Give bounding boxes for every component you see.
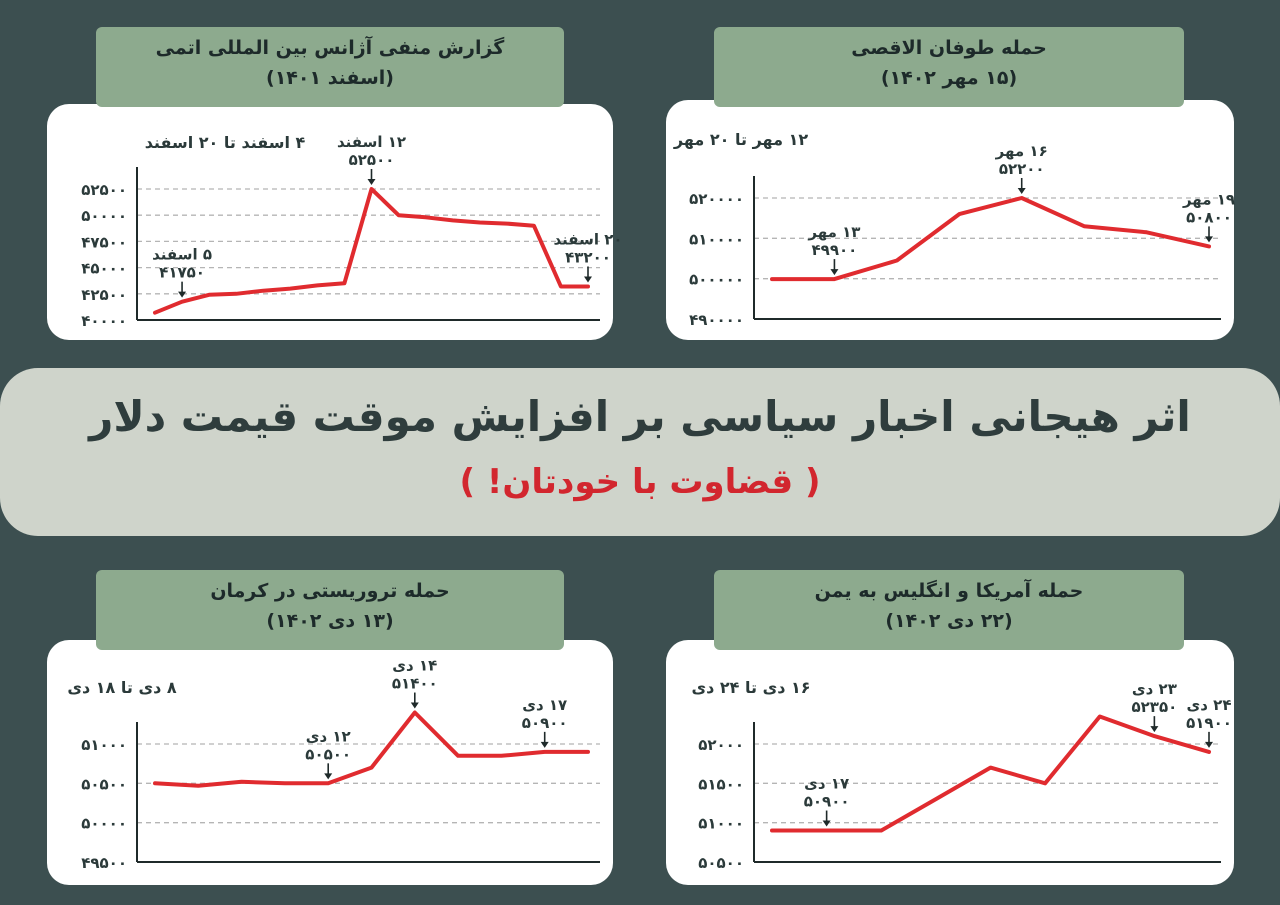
annotation-arrowhead (178, 291, 187, 298)
annotation-arrowhead (584, 276, 592, 283)
y-tick-label: ۴۹۵۰۰ (81, 854, 127, 872)
series-line (153, 710, 590, 788)
annotation-value: ۵۲۲۰۰ (999, 160, 1045, 178)
y-tick-label: ۴۰۰۰۰ (81, 312, 127, 330)
annotation-date: ۱۷ دی (804, 775, 849, 793)
annotation-arrowhead (410, 702, 419, 709)
annotation-date: ۱۴ دی (392, 657, 437, 675)
annotation-date: ۱۶ مهر (995, 142, 1048, 160)
annotation-arrowhead (830, 269, 839, 276)
y-tick-label: ۵۱۵۰۰ (698, 775, 744, 793)
line-chart-2: ۱۲ مهر تا ۲۰ مهر ۴۹۰۰۰۰ ۵۰۰۰۰۰ ۵۱۰۰۰۰ ۵۲۰۰۰۰… (673, 130, 1235, 329)
chart-title-tab-3: حمله تروریستی در کرمان (۱۳ دی ۱۴۰۲) (96, 570, 564, 650)
annotation-date: ۲۰ اسفند (553, 230, 622, 248)
annotation-date: ۱۹ مهر (1182, 190, 1235, 208)
annotation-arrowhead (1150, 726, 1159, 733)
y-tick-label: ۵۰۵۰۰ (81, 775, 127, 793)
annotation-arrowhead (367, 179, 376, 185)
y-tick-label: ۵۰۰۰۰۰ (689, 271, 744, 289)
annotation-arrowhead (1017, 188, 1026, 194)
chart-title-tab-1: گزارش منفی آژانس بین المللی اتمی (اسفند … (96, 27, 564, 107)
chart-card-4 (666, 640, 1234, 885)
range-label: ۸ دی تا ۱۸ دی (67, 678, 177, 697)
annotation-arrowhead (1205, 236, 1213, 243)
y-tick-label: ۵۲۵۰۰ (81, 181, 127, 199)
range-label: ۴ اسفند تا ۲۰ اسفند (145, 133, 306, 152)
annotation-date: ۱۲ اسفند (337, 133, 406, 151)
chart-title-1: گزارش منفی آژانس بین المللی اتمی (155, 37, 505, 59)
annotation-value: ۵۲۳۵۰ (1131, 698, 1177, 716)
annotation-value: ۵۰۵۰۰ (305, 745, 351, 763)
annotation-value: ۵۱۴۰۰ (392, 675, 438, 693)
chart-date-4: (۲۲ دی ۱۴۰۲) (885, 610, 1013, 632)
range-label: ۱۲ مهر تا ۲۰ مهر (673, 130, 808, 149)
annotation-date: ۲۳ دی (1132, 680, 1177, 698)
annotation-value: ۵۰۹۰۰ (522, 714, 568, 732)
chart-title-4: حمله آمریکا و انگلیس به یمن (814, 580, 1084, 602)
annotation-value: ۵۲۵۰۰ (349, 151, 395, 169)
subline: ( قضاوت با خودتان! ) (459, 462, 821, 502)
range-label: ۱۶ دی تا ۲۴ دی (691, 678, 810, 697)
annotation-value: ۵۰۹۰۰ (804, 793, 850, 811)
y-tick-label: ۵۱۰۰۰۰ (689, 230, 744, 248)
y-tick-label: ۵۱۰۰۰ (81, 736, 127, 754)
annotation-value: ۴۱۷۵۰ (159, 264, 205, 282)
y-tick-label: ۴۹۰۰۰۰ (689, 311, 744, 329)
y-tick-label: ۵۲۰۰۰ (698, 736, 744, 754)
annotation-value: ۴۹۹۰۰ (812, 241, 858, 259)
annotation-date: ۵ اسفند (152, 246, 212, 264)
annotation-value: ۵۰۸۰۰ (1186, 208, 1232, 226)
chart-title-3: حمله تروریستی در کرمان (210, 580, 450, 602)
y-tick-label: ۵۱۰۰۰ (698, 815, 744, 833)
chart-title-2: حمله طوفان الاقصی (851, 37, 1047, 59)
series-line (770, 196, 1211, 282)
line-chart-1: ۴ اسفند تا ۲۰ اسفند ۴۰۰۰۰ ۴۲۵۰۰ ۴۵۰۰۰ ۴۷۵۰۰ ۵… (81, 133, 622, 330)
annotation-date: ۱۲ دی (306, 727, 351, 745)
chart-card-3 (47, 640, 613, 885)
chart-date-2: (۱۵ مهر ۱۴۰۲) (880, 67, 1018, 89)
chart-date-1: (اسفند ۱۴۰۱) (266, 67, 394, 89)
annotation-arrowhead (822, 820, 831, 827)
chart-date-3: (۱۳ دی ۱۴۰۲) (266, 610, 394, 632)
series-line (770, 714, 1211, 833)
y-tick-label: ۵۰۰۰۰ (81, 815, 127, 833)
y-tick-label: ۵۰۰۰۰ (81, 207, 127, 225)
annotation-arrowhead (1205, 741, 1213, 748)
headline: اثر هیجانی اخبار سیاسی بر افزایش موقت قی… (89, 392, 1191, 441)
series-line (153, 187, 590, 315)
y-tick-label: ۵۲۰۰۰۰ (689, 190, 744, 208)
annotation-date: ۱۷ دی (522, 696, 567, 714)
headline-banner (0, 368, 1280, 536)
y-tick-label: ۴۲۵۰۰ (81, 286, 127, 304)
annotation-value: ۴۳۲۰۰ (565, 248, 611, 266)
chart-title-tab-2: حمله طوفان الاقصی (۱۵ مهر ۱۴۰۲) (714, 27, 1184, 107)
annotation-arrowhead (324, 773, 333, 780)
y-tick-label: ۴۵۰۰۰ (81, 260, 127, 278)
chart-title-tab-4: حمله آمریکا و انگلیس به یمن (۲۲ دی ۱۴۰۲) (714, 570, 1184, 650)
chart-card-1 (47, 104, 613, 340)
annotation-arrowhead (540, 741, 549, 748)
y-tick-label: ۵۰۵۰۰ (698, 854, 744, 872)
annotation-date: ۱۳ مهر (807, 223, 860, 241)
annotation-value: ۵۱۹۰۰ (1186, 714, 1232, 732)
annotation-date: ۲۴ دی (1187, 696, 1232, 714)
y-tick-label: ۴۷۵۰۰ (81, 233, 127, 251)
